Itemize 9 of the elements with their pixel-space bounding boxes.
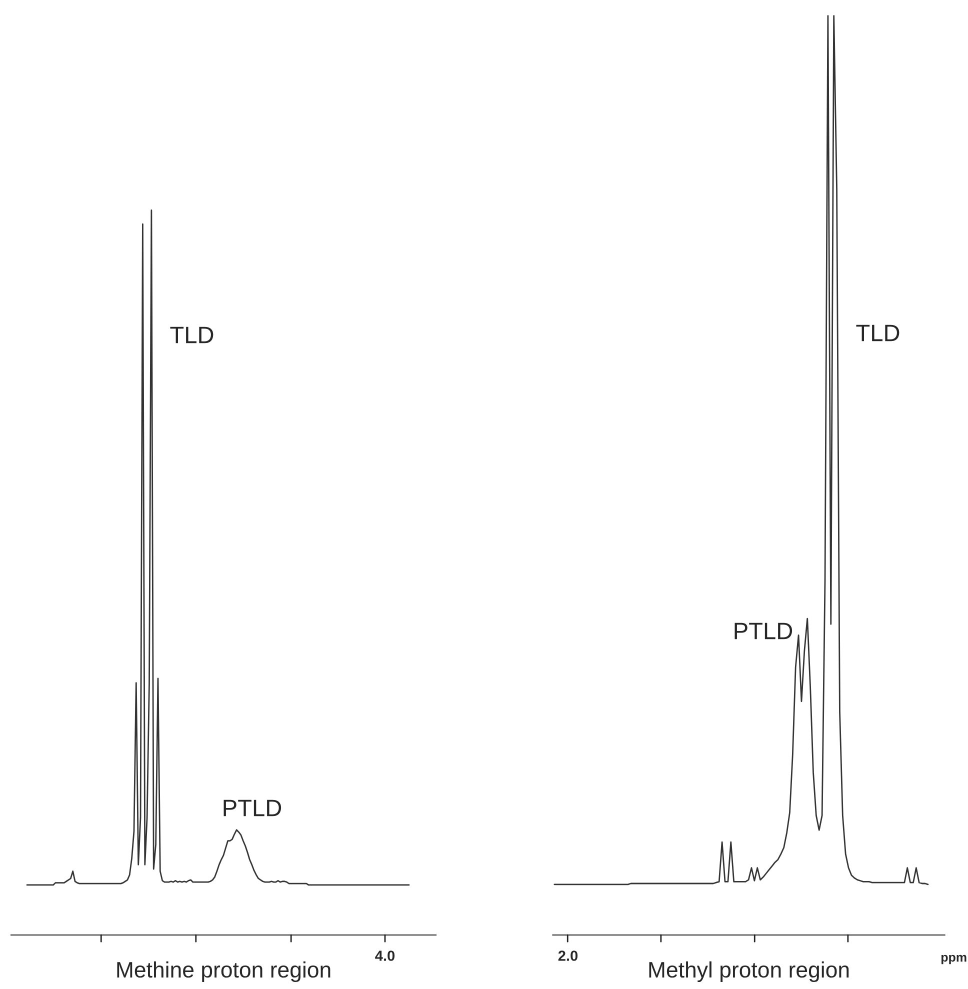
text: 2.0 [558,950,578,961]
text: Methine proton region [117,961,330,982]
annotation: PTLD [734,622,792,640]
text: Methyl proton region [649,961,849,982]
annotation: TLD [856,324,900,342]
x-axis-title: ppm [941,954,966,964]
text: 4.0 [375,950,395,961]
annotation: TLD [170,326,214,344]
annotation: PTLD [224,800,282,816]
